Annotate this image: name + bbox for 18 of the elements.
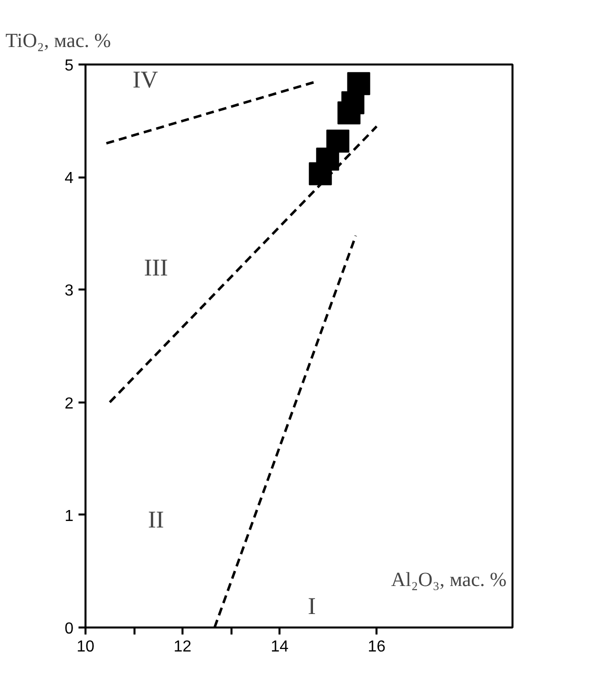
y-tick-label: 1 — [64, 508, 74, 525]
y-tick-label: 5 — [64, 58, 74, 74]
annotation: IV — [132, 67, 159, 94]
x-tick-label: 10 — [76, 638, 94, 656]
x-tick-label: 12 — [174, 638, 192, 656]
annotation: III — [144, 255, 168, 282]
y-tick-label: 4 — [64, 170, 74, 188]
y-tick-label: 0 — [64, 620, 74, 638]
x-axis-title: Al₂O₃, мас. % — [391, 569, 507, 592]
x-tick-label: 14 — [270, 638, 289, 656]
x-tick-label: 16 — [368, 638, 386, 656]
y-tick-label: 2 — [64, 395, 74, 412]
y-tick-label: 3 — [64, 282, 74, 300]
point — [347, 72, 370, 96]
point — [326, 130, 350, 153]
annotation: I — [308, 594, 316, 620]
y-axis-title: TiO₂, мас. % — [6, 30, 111, 52]
annotation: II — [148, 508, 164, 534]
